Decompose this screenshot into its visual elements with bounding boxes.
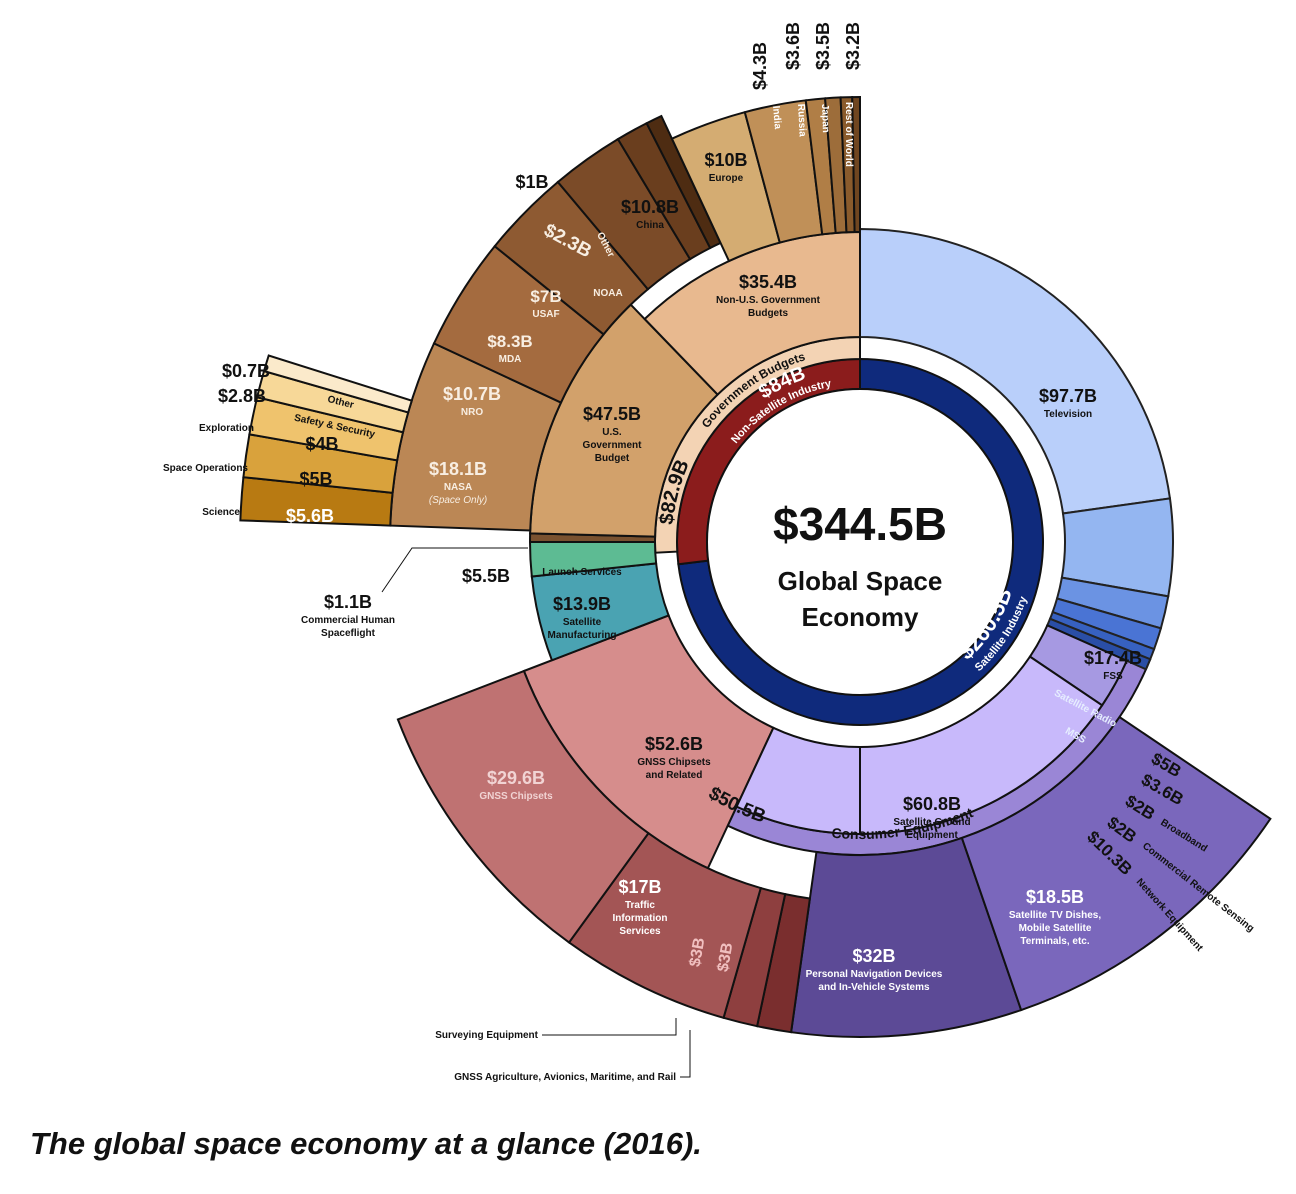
- usgov-label: U.S.: [602, 427, 622, 438]
- nonusgov-label: Non-U.S. Government: [716, 295, 821, 306]
- navdev-label: Personal Navigation Devices: [806, 969, 943, 980]
- surveying-leader: [542, 1018, 677, 1036]
- science-label: Science: [202, 507, 240, 518]
- other-value: $1B: [515, 172, 548, 192]
- center-circle: [706, 388, 1014, 696]
- nro-value: $10.7B: [443, 384, 501, 404]
- dishes-label: Satellite TV Dishes,: [1009, 910, 1101, 921]
- india-label: India: [770, 105, 783, 130]
- japan-value: $3.5B: [813, 22, 833, 70]
- television-value: $97.7B: [1039, 386, 1097, 406]
- wedge-television: [859, 227, 1172, 515]
- surveying-label: Surveying Equipment: [435, 1030, 538, 1041]
- exploration-value: $4B: [305, 434, 338, 454]
- gnssrel-label: GNSS Chipsets: [637, 757, 711, 768]
- figure-caption: The global space economy at a glance (20…: [30, 1126, 702, 1161]
- traffic-value: $17B: [618, 877, 661, 897]
- gnsschips-label: GNSS Chipsets: [479, 791, 553, 802]
- mda-value: $8.3B: [487, 332, 532, 351]
- nro-label: NRO: [461, 407, 483, 418]
- groundeq-label: Equipment: [906, 830, 958, 841]
- usaf-value: $7B: [530, 287, 561, 306]
- nasa-value: $18.1B: [429, 459, 487, 479]
- mda-label: MDA: [499, 354, 522, 365]
- gnsschips-value: $29.6B: [487, 768, 545, 788]
- commhuman-label: Spaceflight: [321, 628, 376, 639]
- dishes-label: Terminals, etc.: [1020, 936, 1090, 947]
- spaceops-label: Space Operations: [163, 463, 248, 474]
- commhuman-label: Commercial Human: [301, 615, 395, 626]
- satmfg-label: Manufacturing: [548, 630, 617, 641]
- leader-lines: [381, 547, 691, 1078]
- center-label: Economy: [801, 602, 919, 632]
- agri-label: GNSS Agriculture, Avionics, Maritime, an…: [454, 1072, 676, 1083]
- china-label: China: [636, 220, 664, 231]
- navdev-label: and In-Vehicle Systems: [818, 982, 930, 993]
- fss-value: $17.4B: [1084, 648, 1142, 668]
- india-value: $4.3B: [750, 42, 770, 90]
- satmfg-label: Satellite: [563, 617, 602, 628]
- europe-value: $10B: [704, 150, 747, 170]
- wedge-gnsschips: [396, 669, 650, 944]
- nonusgov-value: $35.4B: [739, 272, 797, 292]
- traffic-label: Information: [613, 913, 668, 924]
- usgov-value: $47.5B: [583, 404, 641, 424]
- nasaother-value: $0.7B: [222, 361, 270, 381]
- rest-value: $3.2B: [843, 22, 863, 70]
- spaceops-value: $5B: [299, 469, 332, 489]
- exploration-label: Exploration: [199, 423, 254, 434]
- launch-value: $5.5B: [462, 566, 510, 586]
- center-value: $344.5B: [773, 498, 947, 550]
- wedge-rest: [851, 95, 861, 234]
- launch-label: Launch Services: [542, 567, 622, 578]
- dishes-label: Mobile Satellite: [1019, 923, 1092, 934]
- science-value: $5.6B: [286, 506, 334, 526]
- traffic-label: Traffic: [625, 900, 655, 911]
- europe-label: Europe: [709, 173, 744, 184]
- gnssrel-value: $52.6B: [645, 734, 703, 754]
- agri-value: $3B: [715, 941, 737, 973]
- groundeq-label: Satellite Ground: [893, 817, 970, 828]
- wedge-nasaother: [262, 354, 414, 414]
- noaa-label: NOAA: [593, 288, 622, 299]
- russia-label: Russia: [795, 104, 808, 138]
- nasa-label: NASA: [444, 482, 472, 493]
- commhuman-leader: [381, 547, 528, 593]
- navdev-value: $32B: [852, 946, 895, 966]
- wedge-groundeq: [735, 726, 861, 836]
- usgov-label: Government: [583, 440, 643, 451]
- nasa-sublabel: (Space Only): [429, 495, 487, 506]
- usgov-label: Budget: [595, 453, 630, 464]
- commhuman-value: $1.1B: [324, 592, 372, 612]
- gnssrel-label: and Related: [646, 770, 703, 781]
- surveying-value: $3B: [687, 936, 709, 968]
- traffic-label: Services: [619, 926, 661, 937]
- russia-value: $3.6B: [783, 22, 803, 70]
- fss-label: FSS: [1103, 671, 1123, 682]
- dishes-value: $18.5B: [1026, 887, 1084, 907]
- rest-label: Rest of World: [843, 102, 854, 167]
- wedge-dishes: [960, 715, 1272, 1012]
- satmfg-value: $13.9B: [553, 594, 611, 614]
- groundeq-value: $60.8B: [903, 794, 961, 814]
- television-label: Television: [1044, 409, 1092, 420]
- safety-value: $2.8B: [218, 386, 266, 406]
- usaf-label: USAF: [532, 309, 559, 320]
- center-label: Global Space: [778, 566, 943, 596]
- japan-label: Japan: [819, 104, 831, 133]
- china-value: $10.8B: [621, 197, 679, 217]
- agri-leader: [680, 1030, 691, 1078]
- nonusgov-label: Budgets: [748, 308, 788, 319]
- chart-wedges: [239, 95, 1272, 1038]
